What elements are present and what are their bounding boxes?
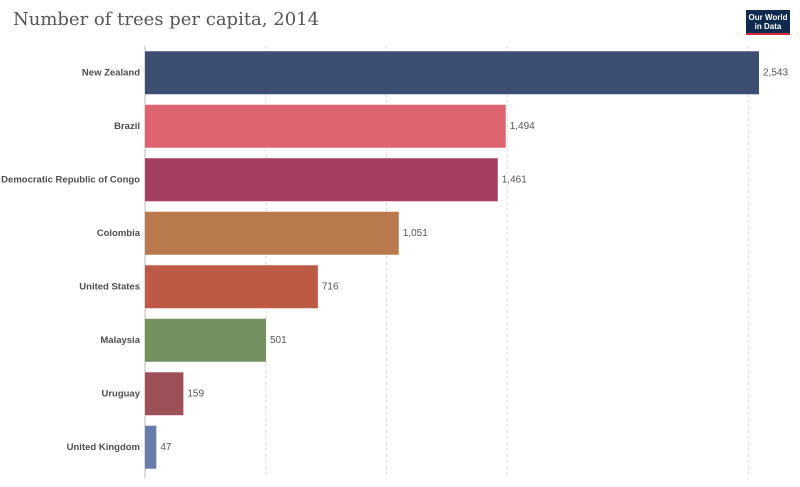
owid-logo[interactable]: Our World in Data xyxy=(746,10,790,35)
logo-line-1: Our World xyxy=(748,13,788,22)
category-label-1: Brazil xyxy=(114,121,140,132)
value-label-0: 2,543 xyxy=(763,67,788,78)
chart-title: Number of trees per capita, 2014 xyxy=(13,9,320,30)
bar-5[interactable] xyxy=(145,318,266,362)
value-label-5: 501 xyxy=(270,335,287,346)
bar-7[interactable] xyxy=(145,425,157,469)
category-label-0: New Zealand xyxy=(82,67,140,78)
category-label-4: United States xyxy=(79,281,140,292)
value-label-6: 159 xyxy=(187,388,204,399)
bar-4[interactable] xyxy=(145,265,318,309)
category-labels: New Zealand Brazil Democratic Republic of … xyxy=(1,67,141,453)
bar-6[interactable] xyxy=(145,372,184,416)
category-label-2: Democratic Republic of Congo xyxy=(1,174,140,185)
value-label-3: 1,051 xyxy=(403,228,428,239)
category-label-3: Colombia xyxy=(97,228,141,239)
bar-1[interactable] xyxy=(145,104,506,148)
bar-0[interactable] xyxy=(145,51,759,95)
bar-3[interactable] xyxy=(145,211,399,255)
category-label-7: United Kingdom xyxy=(67,442,140,453)
value-label-2: 1,461 xyxy=(502,174,527,185)
bars xyxy=(145,51,759,469)
value-label-7: 47 xyxy=(160,442,172,453)
logo-line-2: in Data xyxy=(754,22,782,31)
category-label-6: Uruguay xyxy=(101,388,140,399)
value-label-4: 716 xyxy=(322,281,339,292)
category-label-5: Malaysia xyxy=(100,335,140,346)
bar-2[interactable] xyxy=(145,158,498,202)
value-label-1: 1,494 xyxy=(510,121,535,132)
value-labels: 2,543 1,494 1,461 1,051 716 501 159 47 xyxy=(160,67,788,453)
